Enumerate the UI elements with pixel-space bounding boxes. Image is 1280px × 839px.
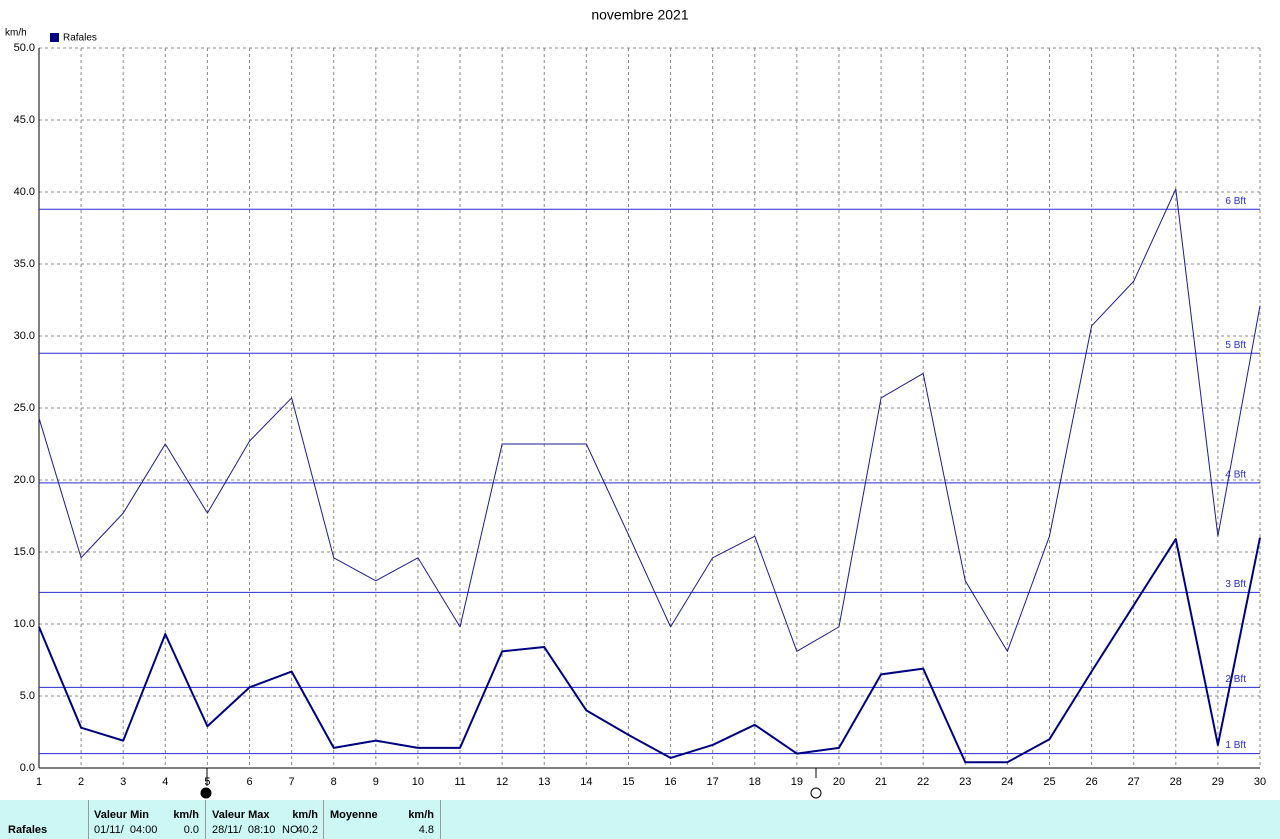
x-tick-label: 21 (875, 776, 887, 788)
table-cell: 28/11/ 08:10 (212, 824, 276, 836)
table-cell: Valeur Max (212, 809, 270, 821)
x-tick-label: 14 (580, 776, 592, 788)
y-unit: km/h (5, 28, 27, 39)
x-tick-label: 18 (749, 776, 761, 788)
x-tick-label: 2 (78, 776, 84, 788)
table-cell: km/h (408, 809, 434, 821)
x-tick-label: 11 (454, 776, 465, 788)
x-tick-label: 13 (538, 776, 550, 788)
x-tick-label: 27 (1128, 776, 1140, 788)
table-cell: 40.2 (296, 824, 318, 836)
x-tick-label: 9 (373, 776, 379, 788)
y-tick-label: 30.0 (14, 330, 35, 342)
x-tick-label: 17 (707, 776, 719, 788)
x-tick-label: 20 (833, 776, 845, 788)
table-cell: 4.8 (418, 824, 434, 836)
y-tick-label: 20.0 (14, 474, 35, 486)
table-cell: NO (282, 824, 299, 836)
x-tick-label: 16 (664, 776, 676, 788)
summary-table: Valeur Min km/h Valeur Max km/h Moyenne km/h R… (0, 800, 1280, 839)
series-line (38, 537, 1261, 764)
beaufort-label: 4 Bft (1225, 470, 1246, 481)
beaufort-label: 3 Bft (1225, 579, 1246, 590)
x-tick-label: 12 (496, 776, 508, 788)
table-cell: 0.0 (183, 824, 199, 836)
chart: novembre 2021 km/h Rafales 0.0 5.0 10.0 15.… (5, 7, 1266, 799)
plot-area (39, 48, 1260, 768)
table-cell: km/h (173, 809, 199, 821)
column-separator (323, 800, 324, 839)
x-tick-label: 8 (331, 776, 337, 788)
beaufort-label: 2 Bft (1225, 674, 1246, 685)
y-tick-label: 45.0 (14, 114, 35, 126)
x-tick-label: 22 (917, 776, 929, 788)
series-line (38, 188, 1261, 652)
beaufort-label: 1 Bft (1225, 740, 1246, 751)
x-tick-label: 1 (36, 776, 42, 788)
moon-icon (200, 787, 212, 799)
x-tick-label: 25 (1043, 776, 1055, 788)
column-separator (88, 800, 89, 839)
moon-icon (810, 787, 822, 799)
x-tick-label: 4 (162, 776, 168, 788)
x-tick-label: 6 (246, 776, 252, 788)
chart-title: novembre 2021 (591, 7, 689, 23)
y-tick-label: 5.0 (20, 690, 35, 702)
x-tick-label: 29 (1212, 776, 1224, 788)
x-tick-label: 7 (289, 776, 295, 788)
legend-swatch (50, 33, 59, 42)
y-tick-label: 0.0 (20, 762, 35, 774)
column-separator (205, 800, 206, 839)
x-tick-label: 19 (791, 776, 803, 788)
table-cell: km/h (292, 809, 318, 821)
x-tick-label: 15 (622, 776, 634, 788)
y-tick-label: 25.0 (14, 402, 35, 414)
table-cell: Valeur Min (94, 809, 150, 821)
table-cell: Moyenne (330, 809, 378, 821)
y-tick-label: 50.0 (14, 42, 35, 54)
x-tick-label: 23 (959, 776, 971, 788)
y-tick-label: 40.0 (14, 186, 35, 198)
table-cell: Rafales (8, 824, 48, 836)
legend-label: Rafales (63, 33, 97, 44)
table-cell: 01/11/ 04:00 (94, 824, 158, 836)
y-tick-label: 15.0 (14, 546, 35, 558)
x-tick-label: 28 (1170, 776, 1182, 788)
x-tick-label: 24 (1001, 776, 1013, 788)
x-tick-label: 10 (412, 776, 424, 788)
column-separator (440, 800, 441, 839)
x-tick-label: 30 (1254, 776, 1266, 788)
beaufort-label: 6 Bft (1225, 196, 1246, 207)
x-tick-label: 3 (120, 776, 126, 788)
beaufort-label: 5 Bft (1225, 340, 1246, 351)
x-tick-label: 5 (204, 776, 210, 788)
y-tick-label: 35.0 (14, 258, 35, 270)
y-tick-label: 10.0 (14, 618, 35, 630)
x-tick-label: 26 (1085, 776, 1097, 788)
